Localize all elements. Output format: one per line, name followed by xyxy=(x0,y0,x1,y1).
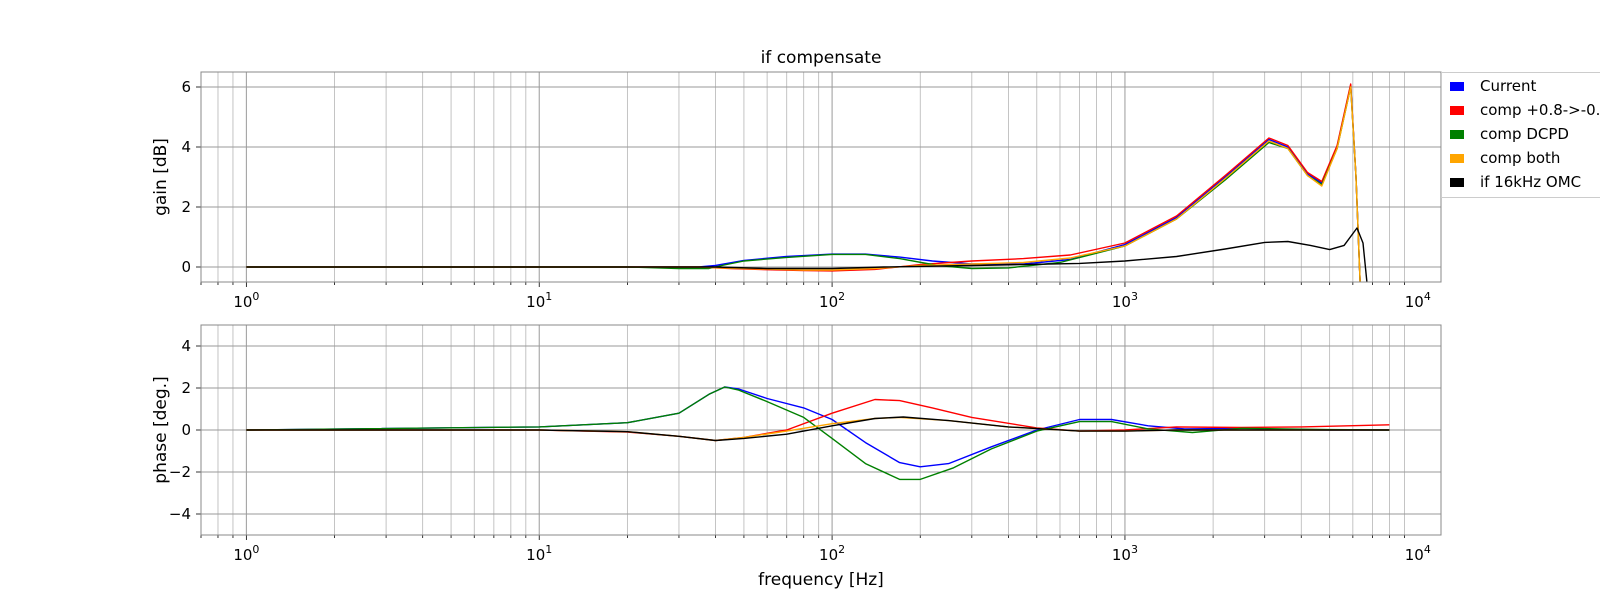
legend-label: comp +0.8->-0.2d xyxy=(1480,101,1600,119)
x-tick-label: 102 xyxy=(819,543,845,564)
x-tick-label-exponent: 1 xyxy=(545,290,552,303)
series-line xyxy=(246,83,1361,282)
x-tick-label: 103 xyxy=(1112,290,1138,311)
legend-swatch xyxy=(1450,177,1464,187)
legend-item: comp both xyxy=(1450,147,1560,169)
x-tick-label-base: 10 xyxy=(233,546,252,564)
series-line xyxy=(246,86,1361,282)
series-line xyxy=(246,84,1361,282)
x-tick-label-base: 10 xyxy=(526,293,545,311)
x-tick-label-base: 10 xyxy=(1405,293,1424,311)
y-tick-label: −4 xyxy=(169,505,191,523)
x-tick-label-base: 10 xyxy=(1112,293,1131,311)
y-tick-label: 2 xyxy=(181,198,191,216)
y-tick-label: 4 xyxy=(181,138,191,156)
x-tick-label-exponent: 1 xyxy=(545,543,552,556)
x-tick-label-exponent: 2 xyxy=(838,543,845,556)
x-tick-label: 104 xyxy=(1405,543,1431,564)
axes-frame xyxy=(200,71,1442,283)
x-tick-label-base: 10 xyxy=(233,293,252,311)
y-tick-label: 2 xyxy=(181,379,191,397)
x-tick-label-exponent: 4 xyxy=(1424,290,1431,303)
x-tick-label: 101 xyxy=(526,543,552,564)
axes-frame xyxy=(200,324,1442,536)
legend-item: comp +0.8->-0.2d xyxy=(1450,99,1600,121)
x-tick-label-exponent: 3 xyxy=(1131,543,1138,556)
x-tick-label-base: 10 xyxy=(1112,546,1131,564)
x-tick-label: 100 xyxy=(233,290,259,311)
x-tick-label: 104 xyxy=(1405,290,1431,311)
x-tick-label-exponent: 0 xyxy=(252,290,259,303)
series-line xyxy=(246,386,1390,481)
y-tick-label: 6 xyxy=(181,78,191,96)
x-tick-label-exponent: 3 xyxy=(1131,290,1138,303)
legend-item: comp DCPD xyxy=(1450,123,1569,145)
legend-swatch xyxy=(1450,81,1464,91)
x-tick-label: 101 xyxy=(526,290,552,311)
y-tick-label: −2 xyxy=(169,463,191,481)
legend-swatch xyxy=(1450,153,1464,163)
series-line xyxy=(246,398,1390,442)
y-tick-label: 4 xyxy=(181,337,191,355)
x-tick-label: 100 xyxy=(233,543,259,564)
y-axis-label: gain [dB] xyxy=(151,138,171,216)
legend-label: Current xyxy=(1480,77,1537,95)
x-tick-label-exponent: 2 xyxy=(838,290,845,303)
legend-swatch xyxy=(1450,105,1464,115)
chart-title: if compensate xyxy=(761,48,882,68)
x-tick-label-base: 10 xyxy=(1405,546,1424,564)
legend-label: comp DCPD xyxy=(1480,125,1569,143)
x-tick-label: 102 xyxy=(819,290,845,311)
legend-item: Current xyxy=(1450,75,1536,97)
legend: Current comp +0.8->-0.2d comp DCPD comp … xyxy=(1441,72,1600,198)
y-axis-label: phase [deg.] xyxy=(151,376,171,483)
legend-item: if 16kHz OMC xyxy=(1450,171,1581,193)
x-tick-label: 103 xyxy=(1112,543,1138,564)
legend-label: comp both xyxy=(1480,149,1561,167)
x-tick-label-base: 10 xyxy=(819,293,838,311)
legend-swatch xyxy=(1450,129,1464,139)
y-tick-label: 0 xyxy=(181,421,191,439)
series-line xyxy=(246,416,1390,442)
y-tick-label: 0 xyxy=(181,258,191,276)
x-tick-label-base: 10 xyxy=(819,546,838,564)
x-axis-label: frequency [Hz] xyxy=(758,570,884,590)
series-line xyxy=(246,227,1368,282)
series-line xyxy=(246,86,1361,282)
x-tick-label-base: 10 xyxy=(526,546,545,564)
x-tick-label-exponent: 4 xyxy=(1424,543,1431,556)
x-tick-label-exponent: 0 xyxy=(252,543,259,556)
legend-label: if 16kHz OMC xyxy=(1480,173,1582,191)
